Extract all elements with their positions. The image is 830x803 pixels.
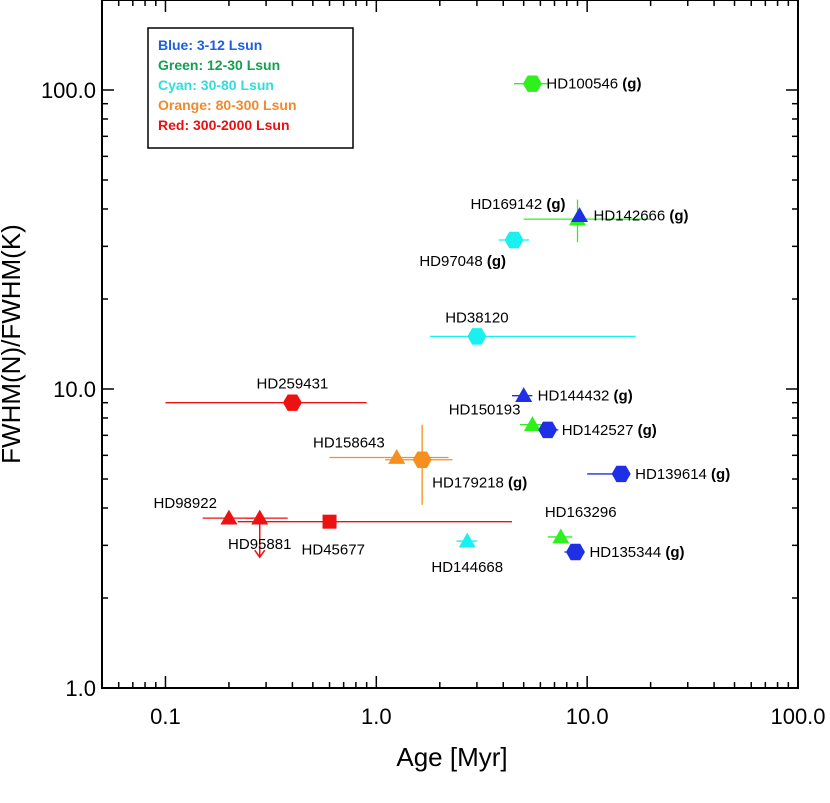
legend-entry-cyan: Cyan: 30-80 Lsun [158,77,274,93]
y-tick-label: 10.0 [53,377,96,402]
label-hd163296: HD163296 [545,504,617,521]
marker-hd142666 [571,207,589,223]
y-tick-label: 1.0 [65,676,96,701]
label-hd169142: HD169142 (g) [470,196,565,213]
x-axis-title: Age [Myr] [396,742,507,772]
marker-hd163296 [552,528,570,544]
marker-hd144668 [458,532,476,548]
label-hd142527: HD142527 (g) [562,422,657,439]
label-hd135344: HD135344 (g) [589,544,684,561]
marker-hd179218 [412,451,432,468]
label-hd158643: HD158643 [313,435,385,452]
marker-hd100546 [522,75,542,92]
plot-frame [101,0,799,689]
legend-entry-green: Green: 12-30 Lsun [158,57,280,73]
point-labels: HD100546 (g) HD169142 (g) HD142666 (g) HD97… [154,76,731,576]
marker-hd135344 [565,543,585,561]
y-axis-title: FWHM(N)/FWHM(K) [0,224,26,464]
x-tick-label: 1.0 [361,704,392,729]
marker-hd97048 [504,231,524,249]
marker-hd158643 [388,449,406,464]
x-tick-label: 0.1 [150,704,181,729]
label-hd97048: HD97048 (g) [419,253,506,270]
legend-box [147,27,354,149]
legend-entry-red: Red: 300-2000 Lsun [158,117,290,133]
marker-hd98922 [220,509,238,525]
label-hd139614: HD139614 (g) [635,466,730,483]
marker-hd139614 [611,465,631,483]
marker-hd38120 [467,328,487,345]
y-tick-label: 100.0 [41,78,96,103]
marker-hd259431 [282,394,302,411]
upper-limit-arrowhead-hd95881 [254,549,266,559]
marker-hd142527 [538,421,558,439]
label-hd98922: HD98922 [154,495,217,512]
marker-hd150193 [523,416,541,432]
label-hd100546: HD100546 (g) [546,76,641,93]
data-markers [220,75,631,561]
legend: Blue: 3-12 Lsun Green: 12-30 Lsun Cyan: … [147,27,354,149]
marker-hd45677 [322,514,337,529]
marker-hd144432 [515,387,533,403]
label-hd144432: HD144432 (g) [538,388,633,405]
label-hd150193: HD150193 [449,402,521,419]
label-hd144668: HD144668 [431,559,503,576]
label-hd38120: HD38120 [445,309,508,326]
legend-entry-orange: Orange: 80-300 Lsun [158,97,297,113]
label-hd95881: HD95881 [228,536,291,553]
label-hd45677: HD45677 [302,542,365,559]
x-tick-label: 10.0 [566,704,609,729]
marker-hd95881 [251,509,269,525]
tick-labels: 0.1 1.0 10.0 100.0 1.0 10.0 100.0 [41,78,826,729]
label-hd179218: HD179218 (g) [432,475,527,492]
legend-entry-blue: Blue: 3-12 Lsun [158,37,262,53]
label-hd142666: HD142666 (g) [594,208,689,225]
error-bars [165,83,651,559]
x-tick-label: 100.0 [770,704,825,729]
label-hd259431: HD259431 [257,376,329,393]
